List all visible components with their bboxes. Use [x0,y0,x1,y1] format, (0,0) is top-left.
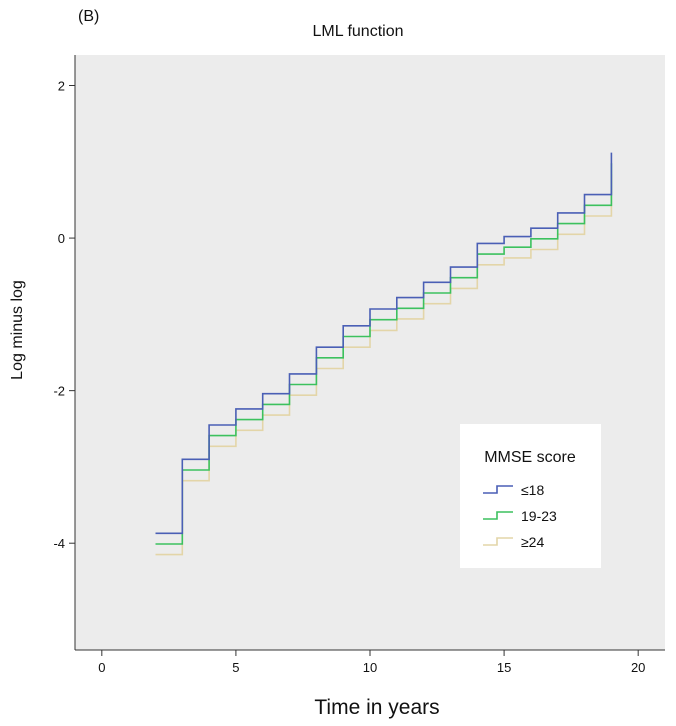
legend-swatch [483,485,513,494]
y-axis-ticks: 2 0 -2 -4 [53,79,75,551]
legend-label: ≥24 [521,534,544,550]
panel-label: (B) [78,8,99,25]
y-tick-label: 2 [58,79,65,94]
legend-swatch [483,511,513,520]
x-tick-label: 5 [232,660,239,675]
chart-title: LML function [312,23,403,40]
legend: MMSE score ≤18 19-23 ≥24 [460,424,601,568]
x-tick-label: 15 [497,660,511,675]
x-tick-label: 0 [98,660,105,675]
y-axis-label: Log minus log [9,280,26,380]
x-tick-label: 20 [631,660,645,675]
legend-label: 19-23 [521,508,557,524]
legend-title: MMSE score [484,449,576,466]
y-tick-label: 0 [58,231,65,246]
legend-label: ≤18 [521,482,544,498]
series-line-1 [155,152,613,535]
x-axis-ticks: 0 5 10 15 20 [98,650,645,675]
series-lines [155,152,613,556]
y-tick-label: -4 [53,536,65,551]
y-tick-label: -2 [53,384,65,399]
x-axis-label: Time in years [314,696,439,719]
legend-items: ≤18 19-23 ≥24 [483,482,557,550]
legend-swatch [483,537,513,546]
x-tick-label: 10 [363,660,377,675]
legend-box [460,424,601,568]
